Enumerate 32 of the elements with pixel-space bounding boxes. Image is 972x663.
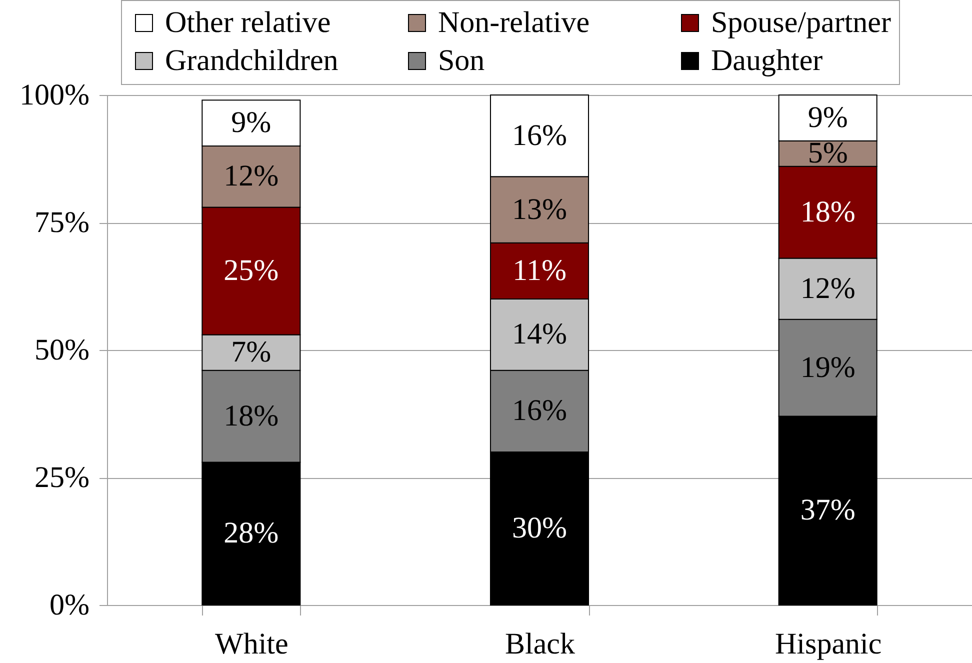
legend-label: Spouse/partner: [711, 6, 891, 39]
legend-label: Other relative: [165, 6, 331, 39]
data-label: 37%: [800, 494, 856, 527]
data-label: 18%: [800, 195, 856, 228]
legend-label: Grandchildren: [165, 44, 338, 77]
y-tick-label: 0%: [50, 588, 90, 622]
data-label: 9%: [231, 106, 272, 140]
data-label: 12%: [224, 160, 279, 193]
data-label: 13%: [512, 192, 567, 226]
data-label: 18%: [224, 399, 279, 432]
y-tick-label: 100%: [20, 78, 90, 112]
y-tick-label: 75%: [34, 206, 90, 239]
data-label: 12%: [800, 272, 856, 305]
data-label: 30%: [512, 512, 567, 544]
data-label: 25%: [224, 254, 279, 287]
data-label: 19%: [800, 350, 856, 384]
data-label: 16%: [512, 118, 567, 152]
legend-label: Son: [438, 44, 485, 77]
data-label: 7%: [231, 336, 272, 369]
x-tick-label: Hispanic: [775, 628, 882, 660]
y-tick-label: 50%: [34, 334, 90, 366]
x-tick-label: Black: [505, 628, 575, 660]
data-label: 9%: [808, 100, 848, 134]
data-label: 5%: [808, 136, 848, 170]
data-label: 16%: [512, 394, 567, 428]
y-tick-label: 25%: [34, 461, 90, 494]
x-tick-label: White: [215, 628, 288, 660]
legend-label: Non-relative: [438, 6, 590, 39]
data-label: 28%: [224, 516, 279, 550]
legend-label: Daughter: [711, 44, 823, 77]
data-label: 14%: [512, 318, 567, 351]
data-label: 11%: [512, 254, 566, 287]
